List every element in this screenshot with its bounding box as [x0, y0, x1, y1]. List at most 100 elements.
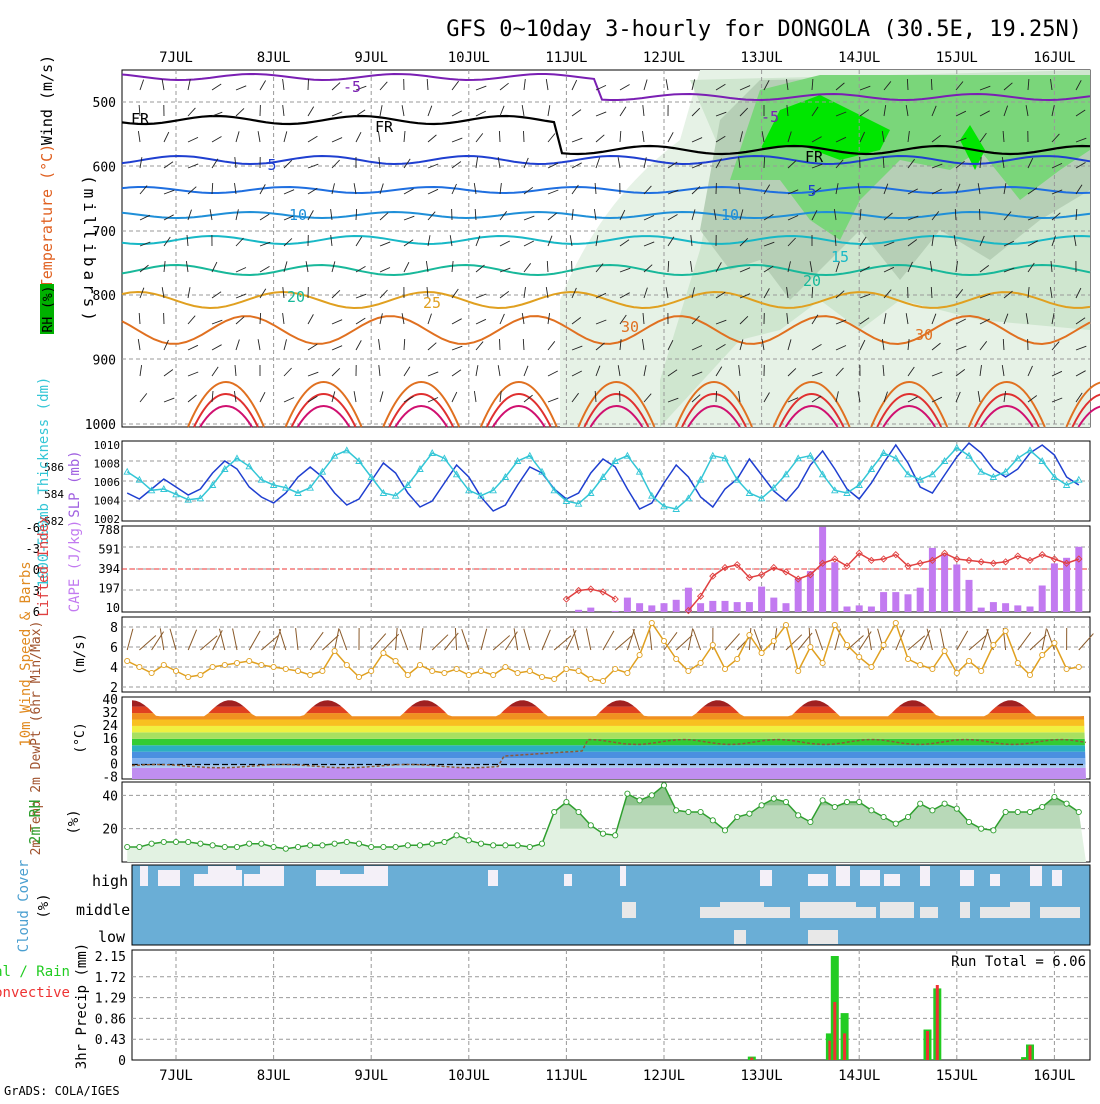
wind10m-speed-point	[442, 670, 447, 675]
wind10m-speed-point	[808, 644, 813, 649]
wind10m-speed-point	[710, 642, 715, 647]
wind10m-speed-point	[844, 642, 849, 647]
ylabel-rh2m: 2m RH	[26, 799, 44, 844]
cape-bar	[868, 607, 875, 613]
wind10m-speed-point	[1052, 640, 1057, 645]
cloud-high-block	[488, 870, 498, 886]
wind10m-speed-point	[1003, 628, 1008, 633]
wind10m-speed-point	[356, 674, 361, 679]
rh2m-point	[1040, 804, 1045, 809]
day-label-bottom: 16JUL	[1033, 1068, 1075, 1084]
rh2m-point	[393, 844, 398, 849]
precip-convective-bar	[1029, 1046, 1032, 1061]
wind10m-speed-point	[503, 664, 508, 669]
rh2m-point	[210, 843, 215, 848]
rh2m-point	[222, 844, 227, 849]
cloud-high-block	[960, 870, 974, 886]
cape-bar	[673, 600, 680, 612]
cape-bar	[795, 579, 802, 612]
cloud-high-block	[564, 874, 572, 886]
footer-credit: GrADS: COLA/IGES	[4, 1084, 120, 1098]
wind10m-speed-point	[600, 678, 605, 683]
rh2m-point	[356, 841, 361, 846]
wind10m-speed-point	[771, 638, 776, 643]
wind10m-speed-point	[137, 664, 142, 669]
wind-barb	[907, 79, 908, 90]
rh2m-point	[942, 801, 947, 806]
rh2m-tick-label: 20	[102, 823, 118, 838]
wind10m-speed-point	[661, 638, 666, 643]
cape-bar	[905, 594, 912, 612]
rh2m-point	[552, 809, 557, 814]
cloud-middle-block	[720, 902, 764, 918]
precip-convective-bar	[843, 1033, 846, 1060]
wind-barb	[524, 131, 525, 142]
rh2m-point	[320, 843, 325, 848]
ylabel-temperature: Temperature (°C)	[38, 144, 56, 289]
wind10m-speed-point	[320, 668, 325, 673]
wind10m-speed-point	[454, 666, 459, 671]
wind-barb	[260, 313, 261, 324]
day-label-top: 9JUL	[354, 50, 388, 66]
day-label-top: 13JUL	[741, 50, 783, 66]
pressure-tick-label: 900	[93, 354, 116, 369]
rh2m-point	[661, 783, 666, 788]
cloud-level-middle: middle	[76, 901, 130, 919]
rh2m-point	[417, 843, 422, 848]
precip-tick-label: 1.72	[95, 971, 126, 986]
wind10m-speed-point	[210, 664, 215, 669]
contour-label: -5	[343, 78, 361, 96]
rh2m-point	[234, 844, 239, 849]
precip-frame	[132, 950, 1090, 1060]
rh2m-point	[820, 798, 825, 803]
contour-label: 5	[807, 182, 816, 200]
rh2m-point	[613, 833, 618, 838]
rh2m-point	[173, 839, 178, 844]
rh2m-tick-label: 40	[102, 789, 118, 804]
cloud-high-block	[244, 874, 260, 886]
cape-bar	[1039, 586, 1046, 613]
wind10m-speed-point	[198, 672, 203, 677]
cape-bar	[697, 603, 704, 612]
rh2m-point	[796, 813, 801, 818]
ylabel-rh2m-units: (%)	[66, 809, 82, 834]
cloud-high-block	[140, 866, 148, 886]
wind-barb	[308, 79, 309, 90]
rh2m-point	[442, 839, 447, 844]
ylabel-cloud: Cloud Cover	[16, 860, 32, 953]
rh2m-point	[503, 843, 508, 848]
cape-bar	[819, 527, 826, 612]
wind10m-speed-point	[271, 664, 276, 669]
cape-bar	[587, 608, 594, 612]
rh2m-point	[271, 844, 276, 849]
rh2m-point	[930, 808, 935, 813]
cape-bar	[831, 562, 838, 612]
cape-bar	[770, 598, 777, 612]
cape-bar	[953, 565, 960, 613]
cloud-middle-block	[960, 902, 970, 918]
cloud-high-block	[620, 866, 626, 886]
day-label-top: 8JUL	[257, 50, 291, 66]
temp-color-band	[132, 752, 1086, 758]
cape-tick-label: 394	[98, 562, 120, 576]
day-label-bottom: 9JUL	[354, 1068, 388, 1084]
wind10m-speed-point	[344, 662, 349, 667]
wind10m-speed-point	[1040, 652, 1045, 657]
wind10m-speed-point	[332, 648, 337, 653]
precip-tick-label: 0	[118, 1054, 126, 1069]
cloud-high-block	[1030, 866, 1042, 886]
wind10m-speed-point	[881, 642, 886, 647]
cloud-middle-block	[880, 902, 914, 918]
day-label-top: 16JUL	[1033, 50, 1075, 66]
rh2m-point	[783, 799, 788, 804]
rh2m-point	[186, 839, 191, 844]
rh2m-panel: 40 20 2m RH (%)	[26, 782, 1090, 862]
wind10m-speed-point	[234, 660, 239, 665]
rh2m-point	[527, 844, 532, 849]
wind10m-speed-point	[930, 666, 935, 671]
wind10m-speed-point	[552, 676, 557, 681]
rh2m-point	[576, 809, 581, 814]
wind10m-speed-point	[259, 662, 264, 667]
rh2m-point	[832, 804, 837, 809]
rh2m-point	[161, 839, 166, 844]
